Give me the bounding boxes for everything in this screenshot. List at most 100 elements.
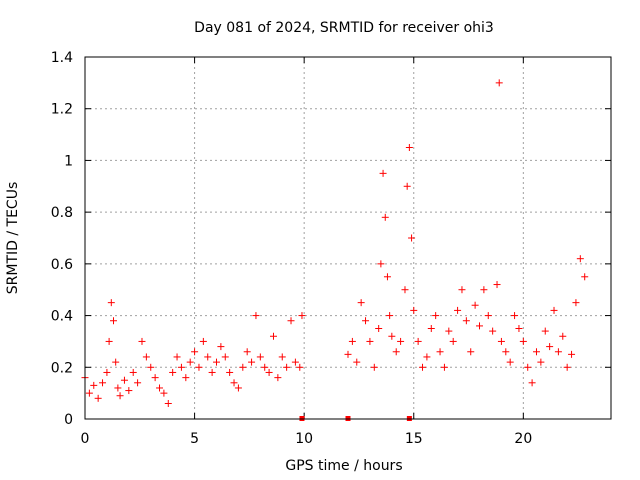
data-point (116, 392, 124, 400)
data-point (397, 337, 405, 345)
data-point (381, 213, 389, 221)
data-point (169, 368, 177, 376)
data-point (386, 312, 394, 320)
y-tick-label: 1.4 (51, 50, 73, 66)
data-point (484, 312, 492, 320)
data-point (511, 312, 519, 320)
data-point (541, 327, 549, 335)
data-point (105, 337, 113, 345)
data-point (344, 350, 352, 358)
data-point (160, 389, 168, 397)
data-point (164, 399, 172, 407)
data-point (217, 343, 225, 351)
data-point (495, 79, 503, 87)
data-point (563, 363, 571, 371)
data-point (265, 368, 273, 376)
data-point (278, 353, 286, 361)
x-tick-label: 10 (295, 431, 313, 447)
data-point (432, 312, 440, 320)
data-point (156, 384, 164, 392)
data-point (519, 337, 527, 345)
y-axis-label: SRMTID / TECUs (5, 182, 21, 295)
data-point (576, 255, 584, 263)
data-point (524, 363, 532, 371)
data-point (248, 358, 256, 366)
data-point (458, 286, 466, 294)
data-point (256, 353, 264, 361)
data-point (408, 234, 416, 242)
data-point (440, 363, 448, 371)
data-point (129, 368, 137, 376)
plot-frame (84, 56, 612, 420)
data-point (497, 337, 505, 345)
data-point (90, 381, 98, 389)
data-point (502, 348, 510, 356)
data-point (377, 260, 385, 268)
data-point (383, 273, 391, 281)
data-point (414, 337, 422, 345)
x-axis-label: GPS time / hours (285, 458, 402, 474)
data-point (125, 387, 133, 395)
data-point (366, 337, 374, 345)
y-tick-label: 0.6 (51, 257, 73, 273)
data-point (506, 358, 514, 366)
x-tick-label: 15 (405, 431, 423, 447)
data-point (221, 353, 229, 361)
data-point (462, 317, 470, 325)
data-point (112, 358, 120, 366)
data-point (239, 363, 247, 371)
data-point (243, 348, 251, 356)
data-point (261, 363, 269, 371)
data-point (287, 317, 295, 325)
data-point (550, 306, 558, 314)
data-point (370, 363, 378, 371)
data-point (401, 286, 409, 294)
data-point (103, 368, 111, 376)
data-point (291, 358, 299, 366)
data-point (537, 358, 545, 366)
data-point (348, 337, 356, 345)
data-point (375, 325, 383, 332)
data-point (142, 353, 150, 361)
data-point (493, 281, 501, 289)
y-tick-label: 0 (64, 412, 73, 428)
data-point (204, 353, 212, 361)
data-point (427, 325, 435, 332)
data-point (199, 337, 207, 345)
data-point (423, 353, 431, 361)
data-point (515, 325, 523, 332)
data-point (546, 343, 554, 351)
data-point (296, 363, 304, 371)
data-point (85, 389, 93, 397)
data-point (436, 348, 444, 356)
data-point (454, 306, 462, 314)
data-point (489, 327, 497, 335)
data-point (471, 301, 479, 309)
data-point (476, 322, 483, 330)
data-point (195, 363, 203, 371)
data-point (554, 348, 562, 356)
x-tick-label: 20 (514, 431, 532, 447)
data-point (208, 368, 216, 376)
data-point (445, 327, 453, 335)
tick-label-layer: 0 5 10 15 20 0 0.2 0.4 0.6 0.8 1 1.2 1.4 (51, 50, 533, 447)
data-point (151, 374, 159, 382)
data-point (298, 312, 306, 320)
data-point (353, 358, 361, 366)
data-point (252, 312, 260, 320)
data-point (419, 363, 427, 371)
data-point (392, 348, 400, 356)
x-tick-label: 0 (81, 431, 90, 447)
data-point (269, 332, 277, 340)
data-point (173, 353, 181, 361)
data-point (226, 368, 234, 376)
data-point (467, 348, 475, 356)
data-point (480, 286, 488, 294)
data-point (274, 374, 282, 382)
data-point (362, 317, 370, 325)
y-tick-label: 1 (64, 153, 73, 169)
data-point (99, 379, 107, 387)
points-layer (81, 79, 589, 421)
data-point (568, 350, 576, 358)
